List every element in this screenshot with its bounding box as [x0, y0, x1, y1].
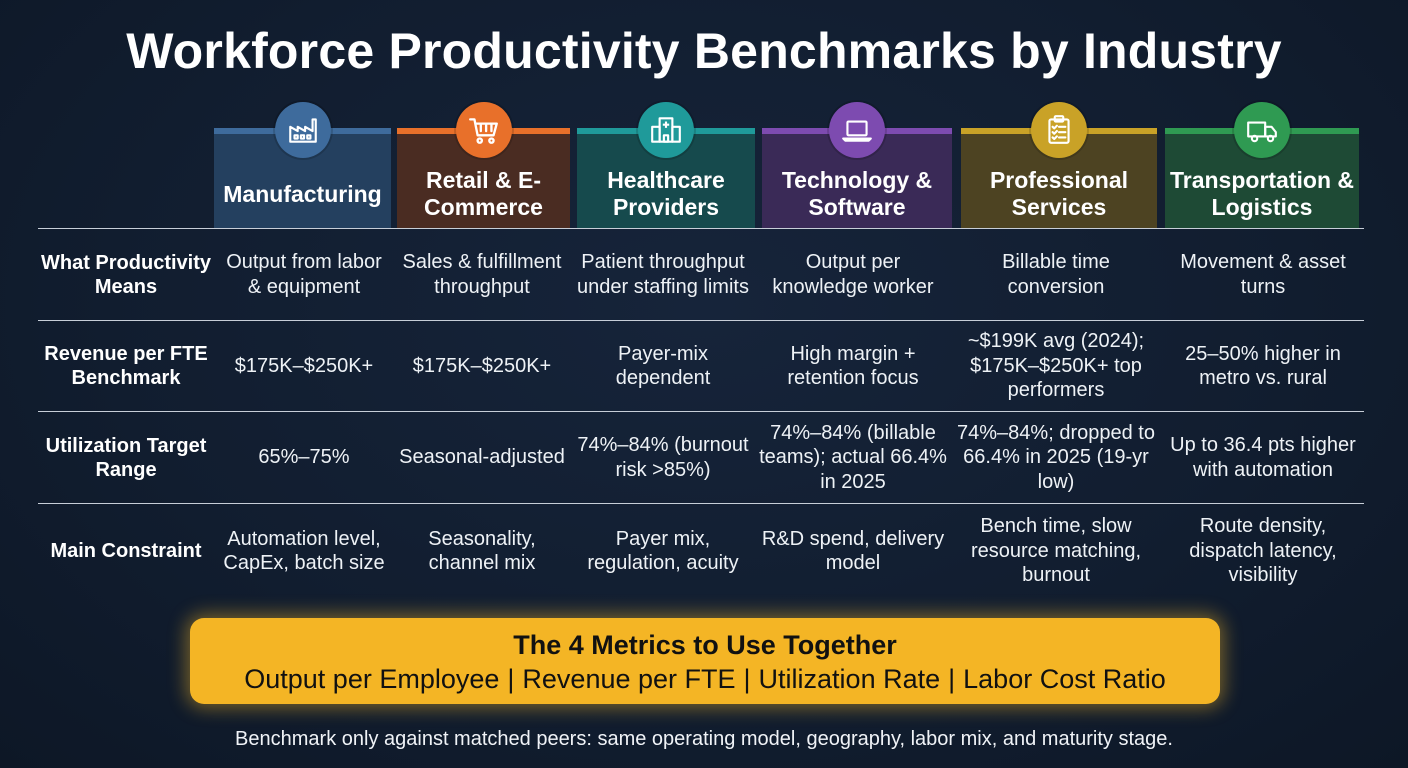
row-label-what-productivity-means: What Productivity Means: [40, 251, 211, 298]
table-cell: Bench time, slow resource matching, burn…: [970, 515, 1142, 587]
metrics-list: Output per Employee | Revenue per FTE | Util…: [190, 664, 1220, 695]
metric-item: Revenue per FTE: [522, 664, 736, 694]
header-transportation: Transportation & Logistics: [1165, 102, 1359, 228]
factory-icon: [274, 102, 331, 158]
header-professional-services: Professional Services: [961, 102, 1157, 228]
table-cell: Route density, dispatch latency, visibil…: [1189, 515, 1337, 587]
table-cell: Movement & asset turns: [1180, 251, 1346, 298]
metric-item: Output per Employee: [244, 664, 500, 694]
metrics-title: The 4 Metrics to Use Together: [513, 630, 897, 660]
table-cell: 74%–84% (billable teams); actual 66.4% i…: [759, 421, 947, 493]
table-cell: Output per knowledge worker: [772, 251, 934, 298]
table-cell: 74%–84%; dropped to 66.4% in 2025 (19-yr…: [957, 421, 1155, 493]
footnote: Benchmark only against matched peers: sa…: [235, 728, 1173, 750]
row-divider: [38, 503, 1364, 504]
table-cell: High margin + retention focus: [787, 342, 919, 390]
table-cell: Sales & fulfillment throughput: [402, 251, 562, 298]
table-cell: ~$199K avg (2024); $175K–$250K+ top perf…: [967, 330, 1145, 402]
table-cell: 25–50% higher in metro vs. rural: [1185, 342, 1341, 390]
row-divider: [38, 228, 1364, 229]
table-cell: Automation level, CapEx, batch size: [223, 527, 385, 575]
laptop-icon: [829, 102, 885, 158]
table-cell: $175K–$250K+: [412, 354, 552, 377]
row-label-revenue-per-fte: Revenue per FTE Benchmark: [44, 343, 208, 389]
header-retail: Retail & E-Commerce: [397, 102, 570, 228]
header-label: Retail & E-Commerce: [397, 134, 570, 228]
table-cell: $175K–$250K+: [234, 354, 374, 377]
header-manufacturing: Manufacturing: [214, 102, 391, 228]
table-cell: Seasonality, channel mix: [428, 527, 536, 575]
table-cell: 65%–75%: [258, 446, 350, 469]
shopping-cart-icon: [455, 102, 512, 158]
row-label-main-constraint: Main Constraint: [50, 540, 202, 562]
truck-icon: [1234, 102, 1290, 158]
page-title: Workforce Productivity Benchmarks by Ind…: [126, 23, 1282, 79]
metric-separator: |: [948, 664, 956, 694]
table-cell: 74%–84% (burnout risk >85%): [577, 434, 749, 481]
table-cell: Patient throughput under staffing limits: [577, 251, 749, 298]
row-label-utilization-target: Utilization Target Range: [45, 434, 207, 481]
header-technology: Technology & Software: [762, 102, 952, 228]
table-cell: Seasonal-adjusted: [399, 446, 565, 469]
table-cell: Output from labor & equipment: [226, 251, 382, 298]
metric-item: Utilization Rate: [758, 664, 941, 694]
row-divider: [38, 320, 1364, 321]
table-cell: Payer-mix dependent: [615, 342, 711, 390]
table-cell: Up to 36.4 pts higher with automation: [1170, 434, 1356, 481]
metric-item: Labor Cost Ratio: [963, 664, 1166, 694]
table-cell: R&D spend, delivery model: [761, 527, 945, 575]
table-cell: Billable time conversion: [1002, 251, 1110, 298]
header-healthcare: Healthcare Providers: [577, 102, 755, 228]
metric-separator: |: [507, 664, 515, 694]
metric-separator: |: [743, 664, 751, 694]
table-cell: Payer mix, regulation, acuity: [587, 527, 739, 575]
clipboard-icon: [1031, 102, 1087, 158]
row-divider: [38, 411, 1364, 412]
hospital-icon: [638, 102, 694, 158]
metrics-callout: The 4 Metrics to Use Together Output per…: [190, 618, 1220, 704]
